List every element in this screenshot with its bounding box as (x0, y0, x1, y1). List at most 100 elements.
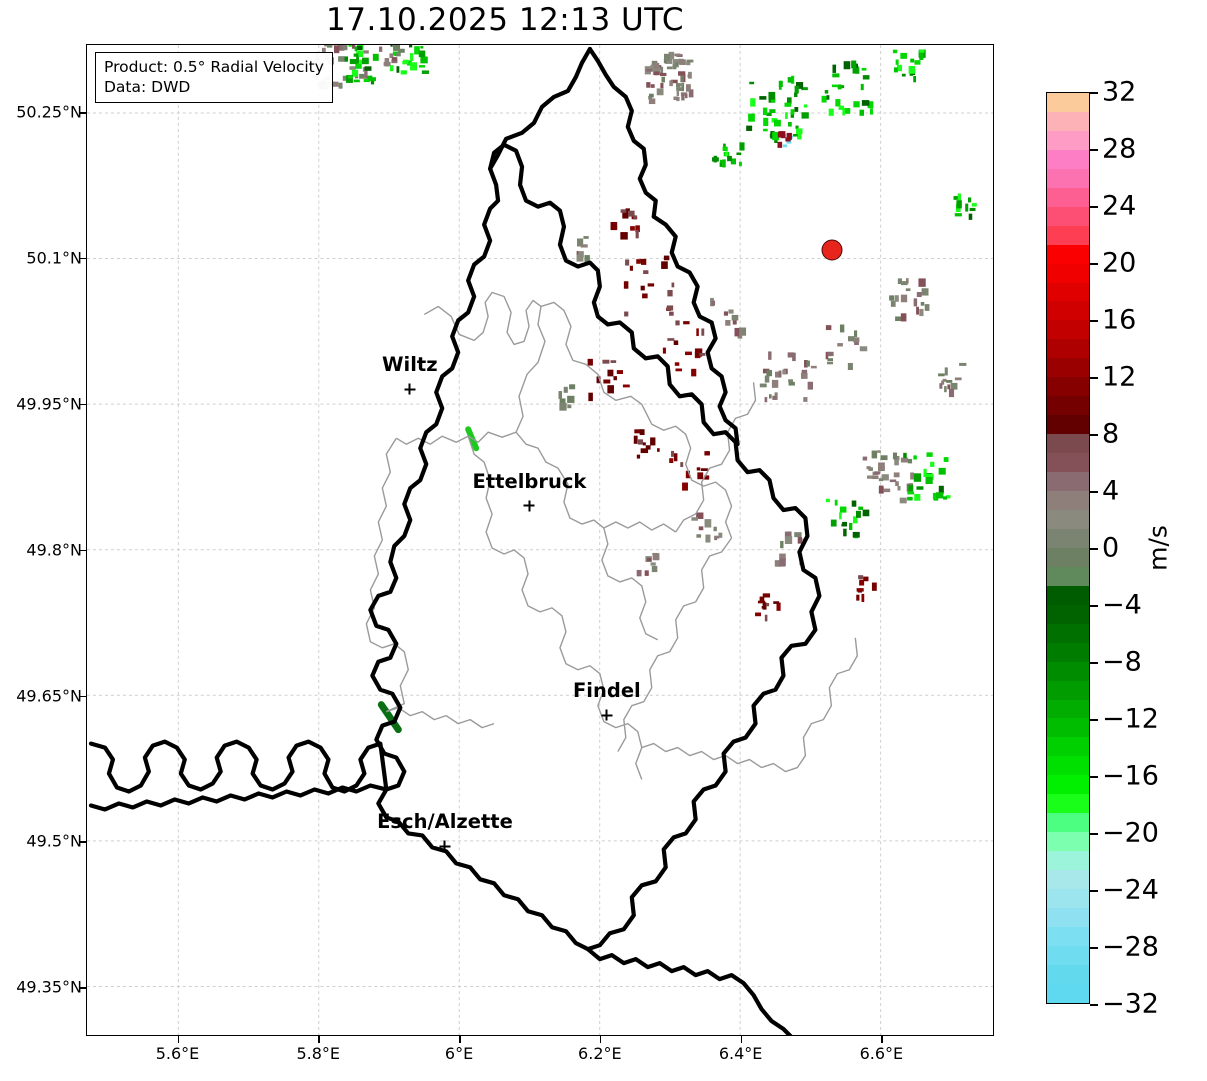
y-axis-tick (79, 403, 86, 406)
radar-echo-pixel (392, 45, 396, 47)
radar-echo-pixel (778, 131, 786, 138)
radar-echo-pixel (880, 455, 888, 461)
radar-echo-pixel (796, 128, 803, 135)
radar-echo-pixel (356, 50, 364, 58)
colorbar-band (1047, 358, 1089, 378)
colorbar-band (1047, 604, 1089, 624)
radar-echo-pixel (899, 497, 907, 504)
radar-echo-pixel (827, 361, 834, 365)
radar-echo-pixel (855, 63, 858, 68)
radar-echo-pixel (681, 82, 685, 92)
radar-echo-pixel (797, 536, 803, 544)
radar-echo-pixel (634, 429, 642, 434)
city-marker-icon (404, 383, 416, 395)
radar-echo-pixel (954, 213, 962, 217)
radar-echo-pixel (837, 84, 842, 90)
radar-echo-pixel (406, 60, 412, 66)
radar-echo-pixel (567, 395, 575, 403)
radar-echo-pixel (347, 75, 353, 79)
radar-echo-pixel (921, 288, 929, 296)
colorbar-band (1047, 642, 1089, 662)
colorbar[interactable]: 32 28 24 20 16 12 8 4 0 −4 −8 −12 −16 −20 −24 −28 −32 (1046, 77, 1159, 1020)
colorbar-band (1047, 945, 1089, 965)
radar-echo-pixel (941, 380, 945, 385)
radar-echo-pixel (853, 337, 860, 343)
colorbar-band (1047, 434, 1089, 454)
radar-echo-pixel (391, 59, 398, 64)
radar-echo-pixel (666, 305, 674, 311)
radar-echo-pixel (868, 467, 873, 471)
radar-echo-pixel (926, 473, 934, 480)
radar-echo-pixel (660, 82, 664, 89)
radar-echo-pixel (629, 265, 633, 271)
radar-echo-pixel (578, 251, 584, 258)
colorbar-band (1047, 206, 1089, 226)
radar-echo-pixel (354, 46, 358, 52)
radar-echo-pixel (642, 442, 646, 446)
radar-echo-pixel (897, 486, 901, 491)
radar-echo-pixel (356, 45, 363, 51)
radar-map-panel[interactable] (86, 44, 994, 1036)
radar-echo-pixel (828, 108, 834, 116)
radar-echo-pixel (410, 62, 418, 71)
radar-echo-pixel (342, 75, 347, 81)
radar-echo-pixel (749, 81, 755, 85)
radar-echo-pixel (957, 193, 961, 201)
radar-echo-pixel (843, 61, 851, 70)
radar-echo-pixel (832, 64, 837, 73)
radar-echo-pixel (862, 456, 868, 461)
radar-echo-pixel (858, 506, 864, 510)
radar-echo-pixel (801, 87, 808, 91)
radar-echo-pixel (945, 495, 951, 499)
colorbar-tick-label: −16 (1102, 760, 1159, 792)
radar-echo-pixel (331, 81, 339, 87)
colorbar-tick (1090, 320, 1098, 322)
radar-echo-pixel (777, 141, 783, 148)
radar-echo-pixel (338, 56, 346, 62)
radar-echo-pixel (650, 64, 654, 72)
radar-echo-pixel (686, 59, 694, 63)
radar-echo-pixel (660, 72, 667, 77)
radar-echo-pixel (669, 311, 674, 316)
colorbar-band (1047, 680, 1089, 700)
colorbar-tick (1090, 377, 1098, 379)
radar-echo-pixel (650, 437, 656, 446)
radar-echo-pixel (764, 614, 768, 622)
radar-echo-pixel (587, 358, 593, 366)
colorbar-band (1047, 661, 1089, 681)
radar-echo-pixel (786, 97, 792, 105)
radar-echo-pixel (883, 488, 891, 493)
radar-echo-pixel (652, 66, 661, 76)
radar-echo-pixel (913, 298, 918, 307)
colorbar-tick (1090, 719, 1098, 721)
radar-echo-pixel (905, 288, 911, 292)
colorbar-tick-label: −32 (1102, 988, 1159, 1020)
radar-echo-pixel (851, 500, 857, 507)
colorbar-band (1047, 851, 1089, 871)
radar-echo-pixel (872, 475, 879, 480)
radar-echo-pixel (636, 454, 641, 459)
radar-echo-pixel (926, 452, 933, 457)
colorbar-band (1047, 756, 1089, 776)
radar-echo-pixel (389, 65, 394, 72)
radar-echo-pixel (351, 45, 356, 49)
radar-echo-pixel (662, 347, 666, 354)
colorbar-band (1047, 130, 1089, 150)
radar-echo-pixel (713, 526, 717, 532)
radar-echo-pixel (661, 76, 665, 83)
radar-echo-pixel (772, 131, 779, 141)
colorbar-band (1047, 93, 1089, 112)
radar-echo-pixel (668, 51, 675, 60)
radar-echo-pixel (558, 391, 563, 399)
radar-echo-pixel (580, 244, 588, 248)
radar-echo-pixel (625, 208, 630, 215)
colorbar-band (1047, 566, 1089, 586)
colorbar-tick (1090, 833, 1098, 835)
radar-echo-pixel (696, 534, 702, 538)
colorbar-band (1047, 453, 1089, 473)
colorbar-band (1047, 737, 1089, 757)
radar-echo-pixel (907, 458, 913, 464)
colorbar-tick-label: 0 (1102, 532, 1120, 564)
radar-station-marker[interactable] (821, 239, 843, 261)
colorbar-band (1047, 282, 1089, 302)
